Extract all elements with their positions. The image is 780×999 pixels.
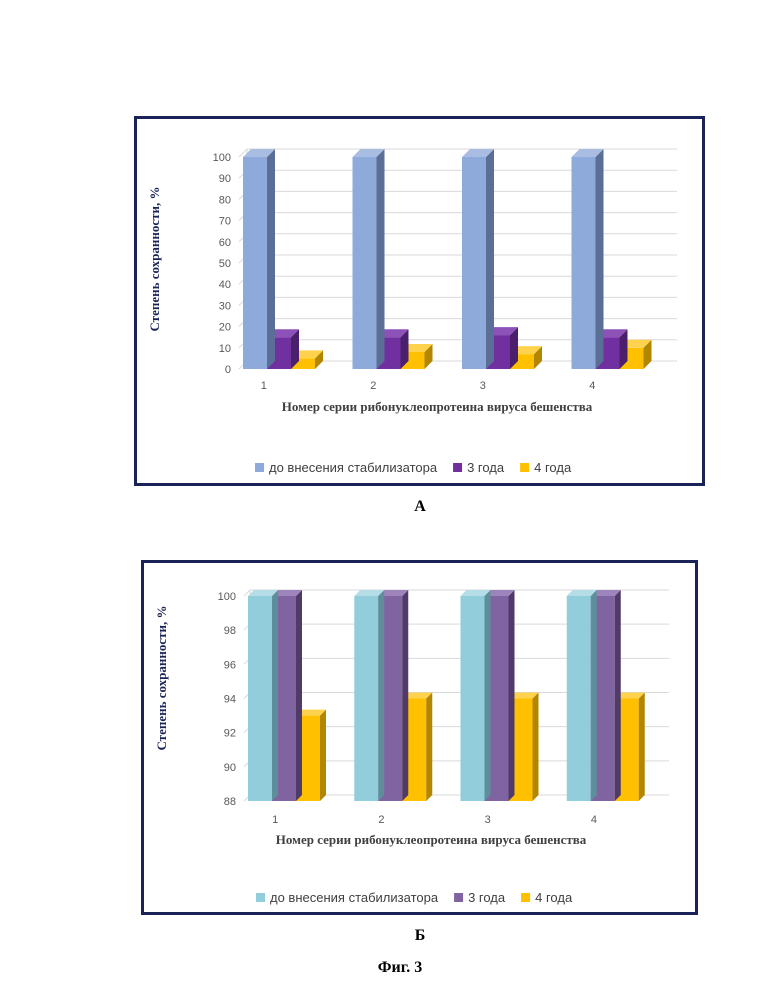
x-axis-label: Номер серии рибонуклеопротеина вируса бе… <box>276 832 587 847</box>
bar-side <box>296 590 302 801</box>
x-tick-label: 1 <box>272 814 278 826</box>
bar-side <box>533 693 539 802</box>
bar-side <box>267 149 275 369</box>
bar-side <box>378 590 384 801</box>
x-tick-label: 3 <box>485 814 491 826</box>
bar-1-cat-4 <box>572 149 604 369</box>
y-tick-label: 70 <box>219 216 231 228</box>
y-tick-label: 50 <box>219 258 231 270</box>
bar-side <box>320 710 326 801</box>
bar-side <box>486 149 494 369</box>
bar-side <box>596 149 604 369</box>
chart-a-frame: 0 10 20 30 40 50 60 70 80 90 100 1 2 3 4 Степень сохран… <box>134 116 705 486</box>
bar-1-cat-1 <box>248 590 278 801</box>
y-tick-label: 0 <box>225 364 231 376</box>
y-tick-label: 90 <box>219 173 231 185</box>
y-tick-label: 94 <box>224 694 236 706</box>
bar-front <box>248 596 272 801</box>
y-tick-label: 88 <box>224 796 236 808</box>
bar-side <box>591 590 597 801</box>
x-tick-label: 3 <box>480 380 486 392</box>
bar-1-cat-2 <box>354 590 384 801</box>
x-tick-label: 4 <box>589 380 595 392</box>
bar-side <box>272 590 278 801</box>
y-tick-label: 92 <box>224 728 236 740</box>
y-tick-label: 10 <box>219 343 231 355</box>
legend-label: 4 года <box>535 890 573 905</box>
legend-label: 3 года <box>467 460 505 475</box>
bar-front <box>461 596 485 801</box>
x-axis-label: Номер серии рибонуклеопротеина вируса бе… <box>282 399 593 414</box>
bar-side <box>377 149 385 369</box>
figure-caption: Фиг. 3 <box>340 959 460 977</box>
legend-swatch <box>454 893 463 902</box>
y-tick-label: 40 <box>219 279 231 291</box>
bar-front <box>354 596 378 801</box>
panel-b-label: Б <box>400 927 440 945</box>
x-tick-label: 2 <box>378 814 384 826</box>
x-tick-label: 2 <box>370 380 376 392</box>
bar-side <box>402 590 408 801</box>
y-tick-label: 60 <box>219 237 231 249</box>
y-tick-label: 96 <box>224 659 236 671</box>
y-axis-label: Степень сохранности, % <box>147 186 162 331</box>
y-tick-label: 20 <box>219 322 231 334</box>
bar-front <box>567 596 591 801</box>
y-tick-label: 90 <box>224 762 236 774</box>
bar-side <box>509 590 515 801</box>
legend-label: до внесения стабилизатора <box>269 460 438 475</box>
y-axis-label: Степень сохранности, % <box>154 605 169 750</box>
y-tick-label: 100 <box>213 152 231 164</box>
y-tick-label: 100 <box>218 591 236 603</box>
x-tick-label: 1 <box>261 380 267 392</box>
chart-a: 0 10 20 30 40 50 60 70 80 90 100 1 2 3 4 Степень сохран… <box>137 119 702 483</box>
bar-front <box>353 157 377 369</box>
bar-1-cat-4 <box>567 590 597 801</box>
y-tick-label: 98 <box>224 625 236 637</box>
bar-side <box>426 693 432 802</box>
bar-side <box>615 590 621 801</box>
bar-front <box>243 157 267 369</box>
bar-front <box>572 157 596 369</box>
y-tick-label: 30 <box>219 300 231 312</box>
bar-front <box>462 157 486 369</box>
legend-swatch <box>520 463 529 472</box>
y-tick-label: 80 <box>219 194 231 206</box>
legend-swatch <box>256 893 265 902</box>
bar-side <box>639 693 645 802</box>
bar-1-cat-3 <box>462 149 494 369</box>
legend-label: 3 года <box>468 890 506 905</box>
legend-swatch <box>521 893 530 902</box>
legend-label: до внесения стабилизатора <box>270 890 439 905</box>
x-tick-label: 4 <box>591 814 597 826</box>
legend-label: 4 года <box>534 460 572 475</box>
chart-b: 88 90 92 94 96 98 100 1 2 3 4 Степень сохранности, … <box>144 563 695 912</box>
bar-side <box>485 590 491 801</box>
panel-a-label: А <box>400 498 440 516</box>
bar-1-cat-1 <box>243 149 275 369</box>
legend-swatch <box>453 463 462 472</box>
bar-1-cat-3 <box>461 590 491 801</box>
legend-swatch <box>255 463 264 472</box>
bar-1-cat-2 <box>353 149 385 369</box>
chart-b-frame: 88 90 92 94 96 98 100 1 2 3 4 Степень сохранности, … <box>141 560 698 915</box>
